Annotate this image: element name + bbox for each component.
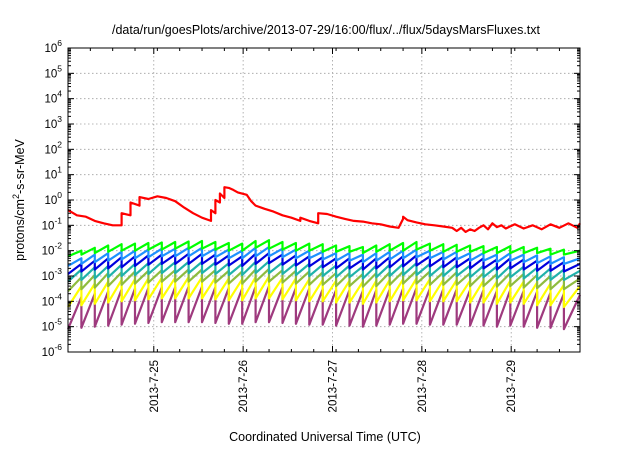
y-tick-label: 101 xyxy=(44,165,62,182)
y-tick-exponent: 2 xyxy=(57,139,62,149)
y-tick-exponent: 6 xyxy=(57,38,62,48)
axis-ticks xyxy=(68,47,580,353)
y-tick-label: 10-2 xyxy=(42,241,63,258)
y-tick-base: 10 xyxy=(42,246,55,258)
y-tick-exponent: 5 xyxy=(57,63,62,73)
x-tick-label: 2013-7-29 xyxy=(506,360,518,412)
y-axis-label-superscript: 2 xyxy=(11,194,21,199)
y-tick-label: 104 xyxy=(44,89,62,106)
y-tick-exponent: 3 xyxy=(57,114,62,124)
y-tick-label: 106 xyxy=(44,38,62,55)
y-axis-label: protons/cm2-s-sr-MeV xyxy=(11,138,27,260)
grid-lines xyxy=(68,48,580,352)
y-tick-base: 10 xyxy=(42,271,55,283)
series-line-4 xyxy=(67,260,581,283)
y-tick-label: 10-1 xyxy=(42,215,63,232)
chart-title: /data/run/goesPlots/archive/2013-07-29/1… xyxy=(112,23,541,37)
y-tick-base: 10 xyxy=(44,170,57,182)
series-line-3 xyxy=(67,252,581,275)
x-tick-label: 2013-7-25 xyxy=(149,360,161,412)
y-tick-base: 10 xyxy=(44,43,57,55)
y-tick-label: 105 xyxy=(44,63,62,80)
x-axis-label: Coordinated Universal Time (UTC) xyxy=(229,430,421,444)
x-tick-labels: 2013-7-25 2013-7-26 2013-7-27 2013-7-28 2013… xyxy=(149,360,518,412)
y-tick-label: 10-6 xyxy=(42,342,63,359)
y-tick-labels: 10-610-510-410-310-210-11001011021031041… xyxy=(42,38,63,359)
series-line-5 xyxy=(67,267,581,293)
y-tick-base: 10 xyxy=(42,347,55,359)
series-line-6 xyxy=(67,275,581,309)
y-tick-exponent: 1 xyxy=(57,165,62,175)
y-tick-base: 10 xyxy=(42,322,55,334)
series-lines xyxy=(66,186,581,331)
series-line-2 xyxy=(67,245,581,267)
y-tick-label: 10-4 xyxy=(42,291,63,308)
y-tick-exponent: -4 xyxy=(54,291,62,301)
y-tick-label: 102 xyxy=(44,139,62,156)
y-tick-exponent: -3 xyxy=(54,266,62,276)
y-tick-exponent: 0 xyxy=(57,190,62,200)
y-tick-base: 10 xyxy=(44,68,57,80)
y-axis-label-main: protons/cm xyxy=(13,199,27,261)
series-line-7 xyxy=(66,285,581,331)
y-tick-base: 10 xyxy=(44,94,57,106)
series-line-1 xyxy=(67,239,581,258)
y-tick-base: 10 xyxy=(44,195,57,207)
y-tick-exponent: -6 xyxy=(54,342,62,352)
y-tick-base: 10 xyxy=(42,296,55,308)
series-line-0 xyxy=(67,186,581,233)
y-tick-label: 103 xyxy=(44,114,62,131)
x-tick-label: 2013-7-26 xyxy=(238,360,250,412)
y-tick-exponent: -5 xyxy=(54,317,62,327)
y-tick-base: 10 xyxy=(44,144,57,156)
y-tick-base: 10 xyxy=(42,220,55,232)
x-tick-label: 2013-7-27 xyxy=(327,360,339,412)
y-tick-exponent: -1 xyxy=(54,215,62,225)
y-tick-label: 10-5 xyxy=(42,317,63,334)
y-tick-label: 100 xyxy=(44,190,62,207)
y-tick-base: 10 xyxy=(44,119,57,131)
y-tick-label: 10-3 xyxy=(42,266,63,283)
y-tick-exponent: 4 xyxy=(57,89,62,99)
y-axis-label-unit: -s-sr-MeV xyxy=(13,138,27,194)
x-tick-label: 2013-7-28 xyxy=(417,360,429,412)
y-tick-exponent: -2 xyxy=(54,241,62,251)
